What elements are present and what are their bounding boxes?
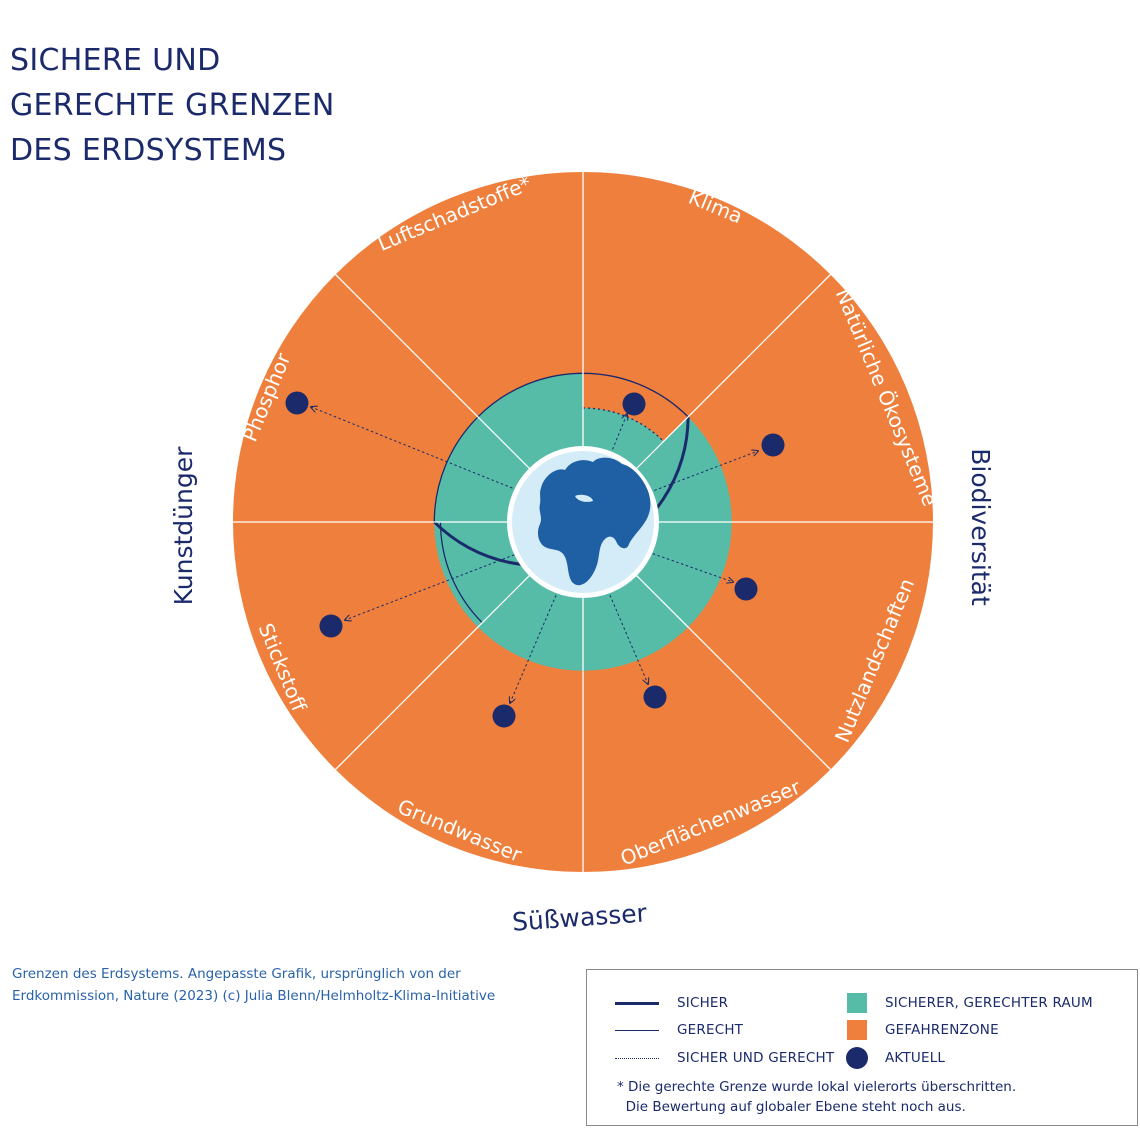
source-line-2: Erdkommission, Nature (2023) (c) Julia B… bbox=[12, 988, 496, 1004]
legend-item-raum: SICHERER, GERECHTER RAUM bbox=[847, 992, 1093, 1014]
page-title: SICHERE UND GERECHTE GRENZEN DES ERDSYST… bbox=[10, 38, 335, 173]
legend-item-gefahrenzone: GEFAHRENZONE bbox=[847, 1019, 999, 1041]
navy-dot-swatch bbox=[846, 1047, 868, 1069]
current-dot-nutzlandschaften bbox=[734, 577, 758, 601]
legend-item-aktuell: AKTUELL bbox=[846, 1047, 945, 1069]
footnote-line-2: Die Bewertung auf globaler Ebene steht n… bbox=[617, 1099, 966, 1115]
current-dot-oberflaechenwasser bbox=[643, 685, 667, 709]
current-dot-stickstoff bbox=[319, 614, 343, 638]
arrow-stickstoff bbox=[345, 552, 520, 620]
source-line-1: Grenzen des Erdsystems. Angepasste Grafi… bbox=[12, 966, 461, 982]
arrow-oekosysteme bbox=[644, 451, 758, 495]
current-dot-phosphor bbox=[285, 391, 309, 415]
just-boundary-stickstoff bbox=[439, 521, 483, 624]
current-dot-klima bbox=[622, 392, 646, 416]
group-label-suesswasser: Süßwasser bbox=[511, 898, 648, 936]
thin-line-swatch bbox=[615, 1029, 659, 1031]
title-line-3: DES ERDSYSTEMS bbox=[10, 133, 287, 168]
safe-boundary-klima bbox=[582, 372, 689, 418]
source-credit: Grenzen des Erdsystems. Angepasste Grafi… bbox=[12, 963, 495, 1007]
current-dot-oekosysteme bbox=[761, 433, 785, 457]
legend-item-sicher-und-gerecht: SICHER UND GERECHT bbox=[615, 1047, 834, 1069]
legend-footnote: * Die gerechte Grenze wurde lokal vieler… bbox=[617, 1077, 1016, 1117]
legend-label-gefahrenzone: GEFAHRENZONE bbox=[885, 1022, 999, 1038]
group-label-biodiversitaet: Biodiversität bbox=[966, 448, 995, 606]
legend-label-raum: SICHERER, GERECHTER RAUM bbox=[885, 995, 1093, 1011]
orange-swatch bbox=[847, 1020, 867, 1040]
earth-icon bbox=[507, 446, 659, 598]
legend-label-sicher: SICHER bbox=[677, 995, 729, 1011]
legend-item-gerecht: GERECHT bbox=[615, 1019, 743, 1041]
just-boundary-phosphor bbox=[433, 416, 479, 523]
title-line-2: GERECHTE GRENZEN bbox=[10, 88, 335, 123]
current-dot-grundwasser bbox=[492, 704, 516, 728]
legend-item-sicher: SICHER bbox=[615, 992, 728, 1014]
footnote-line-1: * Die gerechte Grenze wurde lokal vieler… bbox=[617, 1079, 1017, 1095]
current-value-dots bbox=[285, 391, 785, 728]
dotted-line-swatch bbox=[615, 1057, 659, 1059]
just-boundary-luftschadstoffe bbox=[477, 372, 584, 418]
teal-swatch bbox=[847, 993, 867, 1013]
legend-label-sicher-und-gerecht: SICHER UND GERECHT bbox=[677, 1050, 835, 1066]
arrow-grundwasser bbox=[510, 585, 561, 703]
arrow-nutzlandschaften bbox=[647, 551, 733, 582]
title-line-1: SICHERE UND bbox=[10, 43, 221, 78]
current-value-arrows bbox=[311, 407, 758, 703]
group-label-kunstduenger: Kunstdünger bbox=[169, 446, 198, 605]
legend-label-gerecht: GERECHT bbox=[677, 1022, 744, 1038]
arrow-phosphor bbox=[311, 407, 518, 491]
thick-line-swatch bbox=[615, 1001, 659, 1005]
legend: SICHER GERECHT SICHER UND GERECHT SICHER… bbox=[586, 969, 1138, 1126]
legend-label-aktuell: AKTUELL bbox=[885, 1050, 946, 1066]
